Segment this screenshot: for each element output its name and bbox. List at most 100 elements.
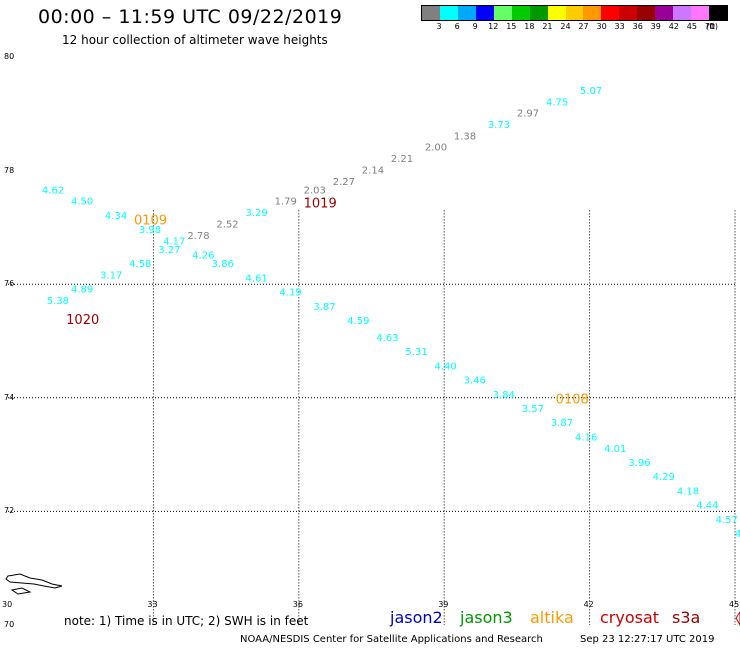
page-subtitle: 12 hour collection of altimeter wave hei… [62, 33, 328, 47]
coastline-shape [5, 573, 63, 589]
lat-lon-grid [8, 210, 736, 625]
color-scale-swatch [583, 6, 602, 20]
wave-height-value: 4.62 [42, 185, 64, 196]
color-scale-label: 70 [704, 22, 716, 31]
color-scale-swatch [565, 6, 584, 20]
wave-height-value: 4.34 [105, 211, 127, 222]
wave-height-value: 4.63 [376, 333, 398, 344]
wave-height-value: 4.01 [604, 444, 626, 455]
wave-height-value: 1.38 [454, 131, 476, 142]
satellite-legend-item: s3a [672, 608, 701, 627]
color-scale-swatch [709, 6, 727, 20]
color-scale-swatch [691, 6, 709, 20]
color-scale-swatch [511, 6, 530, 20]
wave-height-value: 3.29 [245, 208, 267, 219]
color-scale-label: 3 [436, 22, 442, 31]
credit-footer: NOAA/NESDIS Center for Satellite Applica… [240, 634, 543, 645]
color-scale-swatch [422, 6, 440, 20]
wave-height-value: 4.58 [129, 259, 151, 270]
wave-height-value: 3.27 [158, 245, 180, 256]
wave-height-value: 3.46 [464, 376, 486, 387]
wave-height-color-scale [421, 5, 728, 21]
wave-height-value: 4.89 [71, 285, 93, 296]
color-scale-swatch [601, 6, 620, 20]
wave-height-value: 5.38 [47, 296, 69, 307]
color-scale-label: 6 [454, 22, 460, 31]
latitude-label: 70 [4, 620, 15, 629]
color-scale-label: 36 [632, 22, 643, 31]
wave-height-value: 4.17 [163, 236, 185, 247]
pass-time-label: 0108 [556, 392, 589, 407]
color-scale-label: 15 [506, 22, 517, 31]
longitude-label: 42 [583, 600, 594, 609]
wave-height-value: 2.14 [362, 165, 384, 176]
timestamp-footer: Sep 23 12:27:17 UTC 2019 [580, 634, 715, 645]
wave-height-value: 3.98 [139, 225, 161, 236]
color-scale-label: 33 [614, 22, 625, 31]
color-scale-label: 42 [668, 22, 679, 31]
color-scale-label: 24 [560, 22, 571, 31]
wave-height-value: 2.21 [391, 154, 413, 165]
color-scale-label: 12 [488, 22, 499, 31]
longitude-label: 30 [2, 600, 13, 609]
longitude-label: 33 [147, 600, 158, 609]
color-scale-swatch [475, 6, 494, 20]
latitude-label: 74 [4, 392, 15, 402]
wave-height-value: 4.61 [245, 273, 267, 284]
satellite-legend-item: cryosat [600, 608, 660, 627]
pass-time-label: 1019 [304, 197, 337, 212]
wave-height-value: 2.27 [333, 177, 355, 188]
longitude-label: 36 [292, 600, 303, 609]
page-title: 00:00 – 11:59 UTC 09/22/2019 [38, 6, 343, 28]
color-scale-label: 21 [542, 22, 553, 31]
wave-height-value: 4.16 [575, 432, 597, 443]
wave-height-value: 1.79 [275, 197, 297, 208]
wave-height-value: 4.44 [696, 501, 718, 512]
latitude-label: 72 [4, 506, 15, 516]
latitude-label: 78 [4, 165, 15, 175]
wave-height-value: 2.52 [216, 219, 238, 230]
color-scale-swatch [547, 6, 566, 20]
color-scale-swatch [655, 6, 674, 20]
wave-height-value: 2.78 [187, 231, 209, 242]
coastline-shape [735, 611, 740, 627]
color-scale-label: 18 [524, 22, 535, 31]
color-scale-swatch [619, 6, 638, 20]
wave-height-value: 2.97 [517, 109, 539, 120]
wave-height-value: 4.59 [347, 316, 369, 327]
wave-height-value: 3.87 [313, 302, 335, 313]
wave-height-value: 4.66 [735, 529, 740, 540]
wave-height-value: 4.75 [546, 97, 568, 108]
altimeter-tracks: 5.384.89 3.17 4.58 3.27 2.78 2.52 3.29 1.79 2.03… [42, 86, 740, 614]
wave-height-value: 4.29 [653, 472, 675, 483]
longitude-label: 45 [729, 600, 740, 609]
wave-height-value: 4.40 [435, 361, 457, 372]
satellite-legend-item: jason3 [460, 608, 513, 627]
wave-height-value: 5.31 [405, 347, 427, 358]
wave-height-value: 3.73 [488, 120, 510, 131]
satellite-legend-item: altika [530, 608, 574, 627]
color-scale-swatch [529, 6, 548, 20]
color-scale-swatch [637, 6, 656, 20]
wave-height-value: 3.96 [628, 458, 650, 469]
wave-height-value: 5.07 [580, 86, 602, 97]
wave-height-value: 2.03 [304, 185, 326, 196]
wave-height-value: 3.87 [551, 418, 573, 429]
color-scale-label: 9 [472, 22, 478, 31]
color-scale-label: 30 [596, 22, 607, 31]
wave-height-value: 3.84 [493, 390, 515, 401]
wave-height-value: 4.50 [71, 197, 93, 208]
wave-height-value: 3.86 [212, 259, 234, 270]
wave-height-value: 4.19 [279, 288, 301, 299]
latitude-label: 76 [4, 279, 15, 289]
wave-height-value: 3.17 [100, 271, 122, 282]
color-scale-label: 27 [578, 22, 589, 31]
wave-height-value: 2.00 [425, 143, 447, 154]
satellite-legend-item: jason2 [390, 608, 443, 627]
coastline-shape [10, 587, 32, 595]
wave-height-value: 4.26 [192, 251, 214, 262]
wave-height-value: 4.18 [677, 486, 699, 497]
wave-height-value: 3.57 [522, 404, 544, 415]
color-scale-swatch [493, 6, 512, 20]
